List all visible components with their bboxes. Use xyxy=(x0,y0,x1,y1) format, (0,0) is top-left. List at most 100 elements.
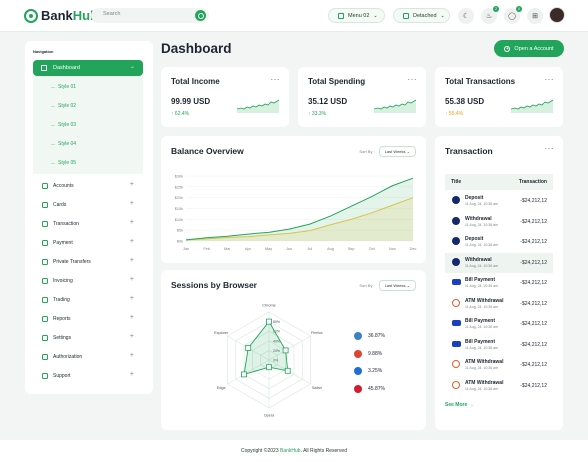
footer-brand[interactable]: BankHub xyxy=(280,448,301,454)
sort-select[interactable]: Last Weeks ⌄ xyxy=(378,146,416,157)
open-account-button[interactable]: + Open a Account xyxy=(494,40,564,57)
x-tick-label: Jun xyxy=(286,247,292,251)
submenu-item-style-05[interactable]: Style 05 xyxy=(51,160,76,166)
transaction-amount: -$24,212,12 xyxy=(520,382,547,389)
table-row[interactable]: Bill Payment 11 Aug, 24. 10:36 am -$24,212… xyxy=(445,314,553,334)
transaction-date: 11 Aug, 24. 10:36 am xyxy=(465,366,499,370)
sessions-card: Sessions by Browser Sort By : Last Weeks … xyxy=(161,270,426,430)
sidebar-item-settings[interactable]: Settings + xyxy=(33,332,143,344)
table-row[interactable]: Deposit 11 Aug, 24. 10:36 am -$24,212,12 xyxy=(445,232,553,252)
radar-ring-label: 20% xyxy=(273,349,280,353)
footer-prefix: Copyright ©2023 xyxy=(241,448,279,454)
x-tick-label: Nov xyxy=(389,247,396,251)
sidebar-item-support[interactable]: Support + xyxy=(33,370,143,382)
radar-spoke xyxy=(227,359,270,385)
private-transfer-icon xyxy=(42,259,48,265)
radar-axis-label: Safari xyxy=(312,386,322,390)
x-tick-label: Mar xyxy=(224,247,231,251)
menu-dropdown[interactable]: Menu 02 ⌄ xyxy=(328,8,385,23)
stat-value: 35.12 USD xyxy=(308,97,348,106)
search-icon[interactable] xyxy=(195,10,206,21)
transaction-amount: -$24,212,12 xyxy=(520,362,547,368)
app-logo[interactable]: BankHub xyxy=(41,8,99,23)
transaction-amount: -$24,212,12 xyxy=(520,198,547,204)
table-row[interactable]: ATM Withdrawal 11 Aug, 24. 10:36 am -$24,2… xyxy=(445,294,553,314)
more-icon[interactable]: ··· xyxy=(407,75,417,84)
messages-button[interactable]: ◯ 0 xyxy=(504,6,522,24)
stat-value: 55.38 USD xyxy=(445,97,485,106)
browser-value: 3.25% xyxy=(368,368,383,374)
sidebar-item-transaction[interactable]: Transaction + xyxy=(33,218,143,230)
paypal-icon xyxy=(452,257,460,266)
sort-control: Sort By : Last Weeks ⌄ xyxy=(359,146,416,157)
transaction-name: Withdrawal xyxy=(465,215,492,222)
arrow-up-icon: ↑ xyxy=(308,111,312,117)
table-row[interactable]: Deposit 11 Aug, 24. 10:36 am -$24,212,12 xyxy=(445,191,553,211)
radar-ring-label: 60% xyxy=(273,330,280,334)
stat-change-value: 62.4% xyxy=(174,111,190,117)
support-icon xyxy=(42,373,48,379)
radar-axis-label: Edge xyxy=(217,386,226,390)
transaction-amount: -$24,212,12 xyxy=(520,239,547,245)
sidebar-item-payment[interactable]: Payment + xyxy=(33,237,143,249)
balance-overview-card: Balance Overview Sort By : Last Weeks ⌄ $… xyxy=(161,136,426,263)
more-icon[interactable]: ··· xyxy=(270,75,280,84)
transaction-amount: -$24,212,12 xyxy=(520,218,547,225)
transaction-name: Bill Payment xyxy=(465,338,496,345)
avatar[interactable] xyxy=(549,7,565,23)
sidebar-item-label: Trading xyxy=(53,297,70,303)
sidebar-item-private-transfers[interactable]: Private Transfers + xyxy=(33,256,143,268)
more-icon[interactable]: ··· xyxy=(544,144,554,153)
see-more-link[interactable]: See More → xyxy=(445,402,474,408)
submenu-item-style-04[interactable]: Style 04 xyxy=(51,141,76,147)
theme-toggle-button[interactable]: ☾ xyxy=(458,8,474,24)
sort-select[interactable]: Last Weeks ⌄ xyxy=(378,280,416,291)
sidebar-item-label: Authorization xyxy=(53,354,83,360)
sidebar-item-accounts[interactable]: Accounts + xyxy=(33,180,143,192)
stat-change: ↑ 55.4% xyxy=(445,111,463,117)
table-row[interactable]: ATM Withdrawal 11 Aug, 24. 10:36 am -$24,2… xyxy=(445,355,553,375)
table-row[interactable]: Bill Payment 11 Aug, 24. 10:36 am -$24,212… xyxy=(445,335,553,355)
expand-icon: + xyxy=(129,314,134,321)
submenu-item-style-03[interactable]: Style 03 xyxy=(51,122,76,128)
accounts-icon xyxy=(42,183,48,189)
apps-button[interactable]: ⊞ xyxy=(527,8,543,24)
stat-card-income: Total Income ··· 99.99 USD ↑ 62.4% xyxy=(161,67,289,127)
browser-icon xyxy=(354,367,362,375)
sidebar-item-cards[interactable]: Cards + xyxy=(33,199,143,211)
top-bar: BankHub Search Menu 02 ⌄ Detached ⌄ ☾ ♨ 2… xyxy=(0,0,588,32)
layout-mode-dropdown[interactable]: Detached ⌄ xyxy=(393,8,450,23)
card-title: Transaction xyxy=(445,146,493,156)
table-row[interactable]: Withdrawal 11 Aug, 24. 10:36 am -$24,212,1… xyxy=(445,212,553,232)
sidebar-heading: Navigation xyxy=(33,49,54,54)
y-tick-label: $10k xyxy=(175,218,183,222)
apps-icon: ⊞ xyxy=(532,13,538,20)
table-row[interactable]: ATM Withdrawal 11 Aug, 24. 10:36 am -$24,2… xyxy=(445,376,553,396)
chevron-down-icon: ⌄ xyxy=(440,12,445,19)
sidebar-item-trading[interactable]: Trading + xyxy=(33,294,143,306)
transaction-date: 11 Aug, 24. 10:36 am xyxy=(465,222,499,227)
more-icon[interactable]: ··· xyxy=(544,75,554,84)
table-row[interactable]: Bill Payment 11 Aug, 24. 10:36 am -$24,212… xyxy=(445,273,553,293)
ring-icon xyxy=(452,360,460,368)
browser-stat-row: 36.87% xyxy=(354,332,385,340)
radar-ring-label: 0% xyxy=(273,359,278,363)
browser-stat-row: 9.88% xyxy=(354,350,382,358)
radar-ring-label: 40% xyxy=(273,339,280,343)
submenu-item-style-01[interactable]: Style 01 xyxy=(51,84,76,90)
grid-icon xyxy=(403,12,409,19)
sidebar-item-invoicing[interactable]: Invoicing + xyxy=(33,275,143,287)
grid-icon xyxy=(338,12,344,19)
sidebar-item-reports[interactable]: Reports + xyxy=(33,313,143,325)
transfer-icon xyxy=(42,221,48,227)
sidebar: Navigation Dashboard − Style 01 Style 02… xyxy=(25,41,153,394)
expand-icon: + xyxy=(129,219,134,226)
table-row[interactable]: Withdrawal 11 Aug, 24. 10:36 am -$24,212,1… xyxy=(445,252,553,273)
radar-point xyxy=(266,364,272,371)
column-header: Transaction xyxy=(518,179,547,185)
search-input[interactable]: Search xyxy=(91,8,209,23)
notifications-button[interactable]: ♨ 2 xyxy=(481,6,499,24)
sidebar-item-authorization[interactable]: Authorization + xyxy=(33,351,143,363)
sidebar-item-dashboard[interactable]: Dashboard − xyxy=(33,60,143,76)
submenu-item-style-02[interactable]: Style 02 xyxy=(51,103,76,109)
